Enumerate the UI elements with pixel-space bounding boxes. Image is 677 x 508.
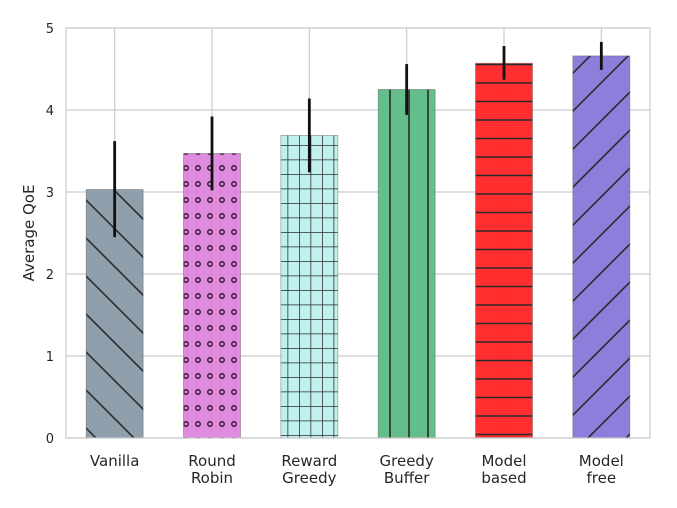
x-tick-label-line: Greedy [380,452,434,470]
x-tick-label-line: free [587,469,617,487]
plot-frame [65,27,651,439]
bar-hatch [475,62,533,439]
y-tick-label: 0 [46,432,54,447]
y-tick-label: 2 [46,268,54,283]
y-tick-labels: 0 1 2 3 4 5 [46,22,54,447]
bar-hatch [572,55,631,439]
bar-hatch [280,135,339,439]
bars [85,55,631,439]
bar-hatch [377,89,436,439]
x-tick-label-line: Model [481,452,526,470]
y-tick-label: 3 [46,186,54,201]
y-tick-label: 1 [46,350,54,365]
y-tick-label: 4 [46,104,54,119]
x-tick-label-line: Greedy [282,469,336,487]
x-tick-label: Model free [579,452,624,487]
x-tick-label-line: Round [188,452,235,470]
x-tick-label-line: based [481,469,526,487]
plot-area [66,28,650,438]
x-tick-label-line: Vanilla [90,452,140,470]
x-tick-label-line: Buffer [384,469,430,487]
x-tick-label: Round Robin [188,452,235,487]
x-tick-label: Greedy Buffer [380,452,434,487]
error-bars [113,41,603,238]
x-tick-label-line: Model [579,452,624,470]
x-tick-label-line: Robin [191,469,233,487]
x-tick-label-line: Reward [281,452,337,470]
x-tick-label: Model based [481,452,526,487]
x-tick-label: Vanilla [90,452,140,470]
y-tick-label: 5 [46,22,54,37]
x-tick-label: Reward Greedy [281,452,337,487]
y-axis-label: Average QoE [20,185,38,282]
bar-hatch [183,153,241,439]
